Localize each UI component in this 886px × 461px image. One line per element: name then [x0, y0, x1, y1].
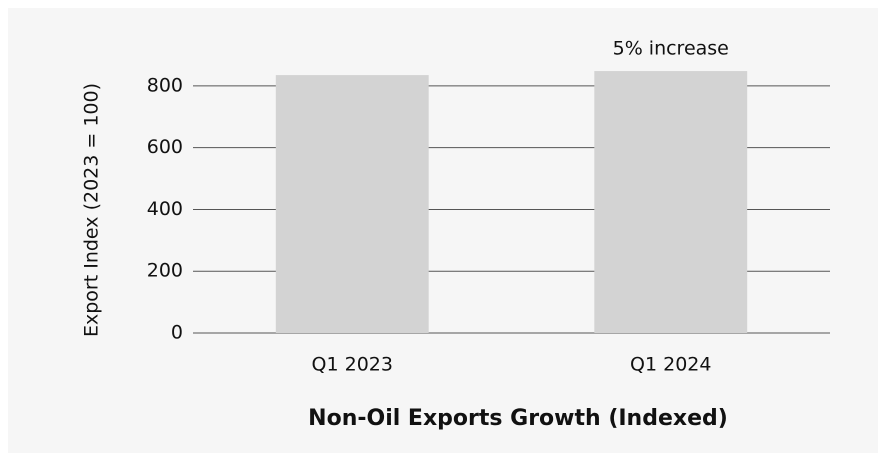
- x-tick-label: Q1 2024: [630, 354, 711, 376]
- chart-title: Non-Oil Exports Growth (Indexed): [308, 406, 728, 431]
- y-tick-label: 0: [171, 322, 183, 344]
- annotation: 5% increase: [613, 38, 729, 60]
- chart-background: [8, 8, 878, 453]
- bar: [594, 71, 748, 333]
- y-tick-label: 400: [147, 198, 183, 220]
- y-axis-label: Export Index (2023 = 100): [81, 83, 103, 337]
- y-tick-label: 800: [147, 74, 183, 96]
- y-tick-label: 600: [147, 136, 183, 158]
- y-tick-label: 200: [147, 260, 183, 282]
- x-tick-label: Q1 2023: [312, 354, 393, 376]
- bar: [275, 75, 429, 334]
